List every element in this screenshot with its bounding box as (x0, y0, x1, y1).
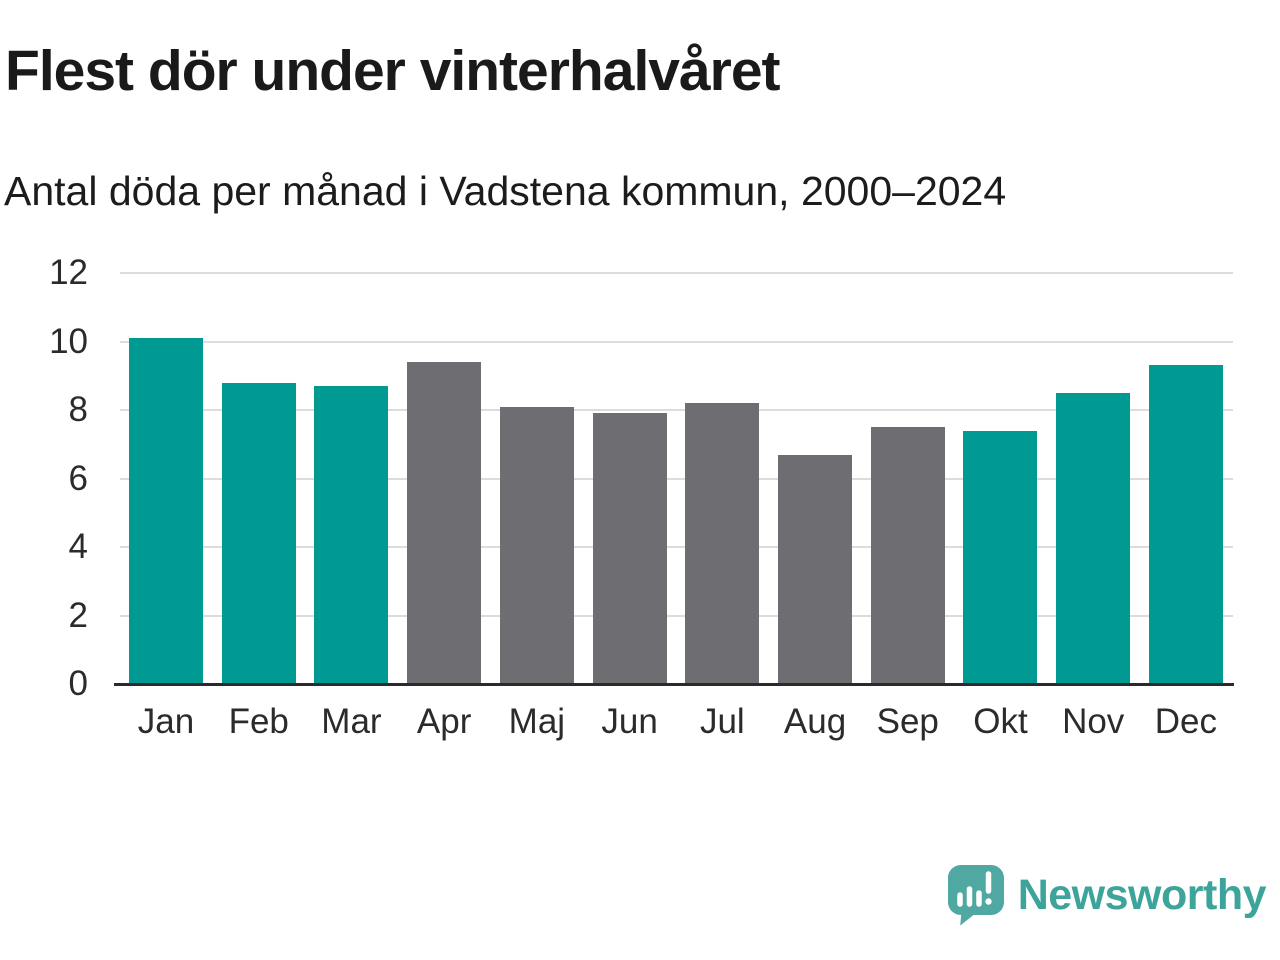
logo-exclamation-dot (985, 898, 992, 905)
x-tick-label-dec: Dec (1154, 702, 1218, 741)
bar-apr (407, 362, 482, 684)
bars-row (115, 273, 1233, 684)
newsworthy-logo: Newsworthy (947, 864, 1267, 927)
gridline-12 (120, 272, 1233, 274)
bar-sep (870, 427, 945, 684)
x-axis-line (114, 683, 1234, 686)
x-tick-label-nov: Nov (1062, 702, 1125, 741)
bar-jul (685, 403, 760, 684)
x-tick-label-aug: Aug (783, 702, 847, 741)
y-tick-label-4: 4 (68, 527, 88, 566)
bar-aug (778, 454, 853, 684)
y-tick-label-2: 2 (68, 595, 88, 635)
gridline-4 (120, 546, 1233, 548)
y-tick-label-10: 10 (49, 321, 88, 361)
x-tick-label-mar: Mar (321, 702, 382, 741)
x-tick-label-maj: Maj (508, 702, 566, 741)
y-axis: 0 2 4 6 8 10 12 (0, 253, 88, 703)
x-tick-label-jan: Jan (137, 702, 195, 741)
gridline-6 (120, 477, 1233, 480)
y-tick-label-0: 0 (68, 664, 88, 703)
bar-dec (1148, 365, 1223, 684)
gridline-8 (120, 409, 1233, 411)
x-tick-label-feb: Feb (228, 702, 289, 741)
gridline-2 (120, 614, 1233, 617)
y-tick-label-6: 6 (68, 458, 88, 498)
y-tick-label-8: 8 (68, 390, 88, 429)
x-tick-label-apr: Apr (416, 702, 472, 741)
bar-okt (963, 430, 1038, 684)
newsworthy-logo-icon (947, 865, 1004, 926)
x-axis: Jan Feb Mar Apr Maj Jun Jul Aug Sep Okt Nov Dec (115, 702, 1233, 742)
chart-subtitle: Antal döda per månad i Vadstena kommun, … (4, 168, 1007, 214)
bar-maj (499, 406, 574, 684)
bar-mar (314, 386, 389, 684)
gridline-10 (120, 340, 1233, 343)
bar-feb (221, 382, 296, 684)
bar-nov (1056, 392, 1131, 684)
x-tick-label-jul: Jul (699, 702, 745, 741)
logo-mini-bars (956, 871, 991, 907)
plot-area (114, 272, 1234, 686)
x-tick-label-sep: Sep (876, 702, 939, 741)
bar-jan (129, 338, 203, 684)
bar-jun (592, 413, 667, 684)
newsworthy-logo-text: Newsworthy (1017, 871, 1267, 919)
chart-title: Flest dör under vinterhalvåret (5, 39, 781, 103)
speech-bubble-shape (947, 865, 1004, 926)
x-tick-label-jun: Jun (601, 702, 658, 741)
x-tick-label-okt: Okt (973, 702, 1028, 741)
y-tick-label-12: 12 (49, 253, 88, 292)
